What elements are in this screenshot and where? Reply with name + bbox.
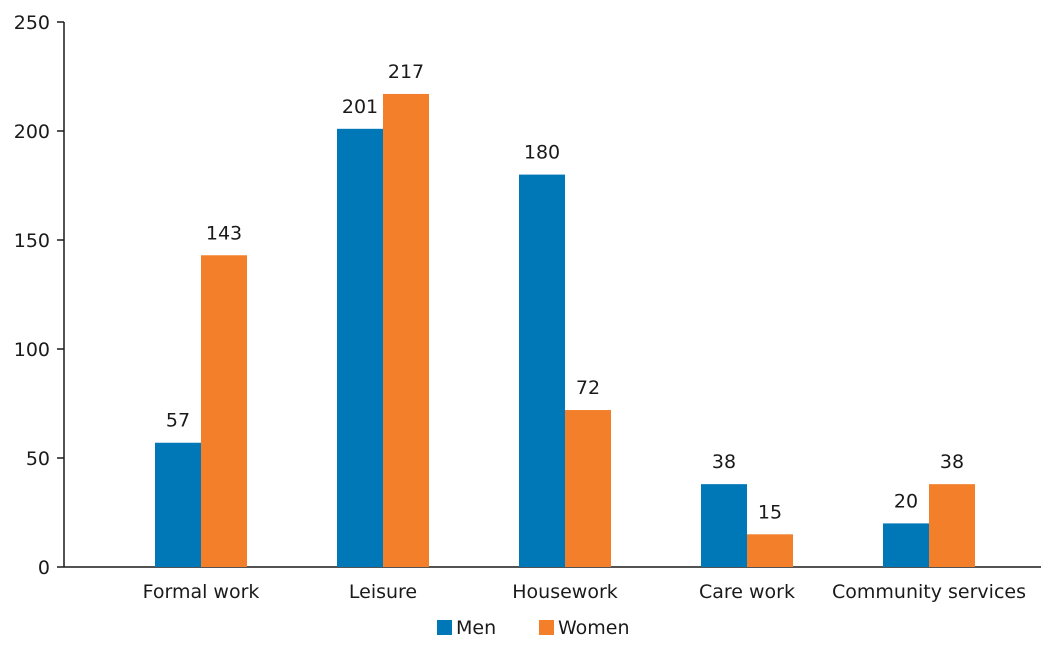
bar-men[interactable] <box>337 128 383 567</box>
bar-women[interactable] <box>565 410 611 567</box>
x-tick-label: Housework <box>512 581 618 603</box>
legend-label-men: Men <box>456 617 496 639</box>
legend-label-women: Women <box>558 617 630 639</box>
y-tick-label: 50 <box>26 448 50 470</box>
x-tick-label: Community services <box>832 581 1026 603</box>
data-label: 201 <box>342 96 378 118</box>
x-tick-label: Formal work <box>143 581 260 603</box>
data-label: 20 <box>894 490 918 512</box>
data-label: 180 <box>524 142 560 164</box>
legend-swatch-men <box>437 620 452 635</box>
bar-women[interactable] <box>201 255 247 567</box>
y-tick-label: 250 <box>14 12 50 34</box>
bar-women[interactable] <box>383 93 429 567</box>
bar-men[interactable] <box>155 442 201 567</box>
x-tick-label: Leisure <box>349 581 417 603</box>
y-tick-label: 150 <box>14 230 50 252</box>
data-label: 72 <box>576 377 600 399</box>
bar-men[interactable] <box>519 174 565 567</box>
bar-men[interactable] <box>883 523 929 567</box>
y-tick-label: 200 <box>14 121 50 143</box>
bar-women[interactable] <box>747 534 793 567</box>
bar-men[interactable] <box>701 484 747 567</box>
data-label: 15 <box>758 501 782 523</box>
y-tick-label: 0 <box>38 557 50 579</box>
data-label: 38 <box>940 451 964 473</box>
y-tick-label: 100 <box>14 339 50 361</box>
legend-swatch-women <box>539 620 554 635</box>
data-label: 57 <box>166 410 190 432</box>
bar-women[interactable] <box>929 484 975 567</box>
data-label: 38 <box>712 451 736 473</box>
data-label: 143 <box>206 222 242 244</box>
x-tick-label: Care work <box>699 581 795 603</box>
data-label: 217 <box>388 61 424 83</box>
